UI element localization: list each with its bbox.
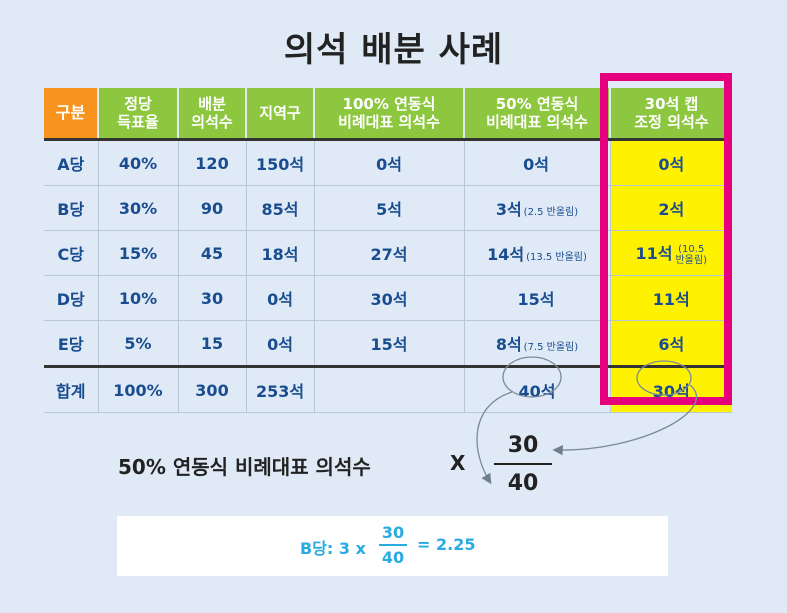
cell-cap-total: 30석 bbox=[610, 365, 732, 413]
cell-share: 100% bbox=[98, 365, 179, 413]
cell-alloc: 45 bbox=[178, 230, 247, 276]
header-cap-adjusted: 30석 캡 조정 의석수 bbox=[610, 88, 732, 141]
table-row: E당 5% 15 0석 15석 8석 (7.5 반올림) 6석 bbox=[44, 320, 732, 367]
header-party: 구분 bbox=[44, 88, 99, 141]
cell-alloc: 15 bbox=[178, 320, 247, 367]
example-fraction-bar bbox=[379, 544, 407, 546]
total-row: 합계 100% 300 253석 40석 30석 bbox=[44, 365, 732, 413]
header-district: 지역구 bbox=[246, 88, 315, 141]
cell-cap: 6석 bbox=[610, 320, 732, 367]
cell-party: A당 bbox=[44, 139, 99, 186]
header-half-pr: 50% 연동식 비례대표 의석수 bbox=[464, 88, 611, 141]
cell-district: 18석 bbox=[246, 230, 315, 276]
cell-half: 3석 (2.5 반올림) bbox=[464, 185, 611, 231]
cell-share: 5% bbox=[98, 320, 179, 367]
example-numerator: 30 bbox=[381, 523, 405, 542]
cell-district: 85석 bbox=[246, 185, 315, 231]
cell-full bbox=[314, 365, 465, 413]
cell-full: 27석 bbox=[314, 230, 465, 276]
cell-half-total: 40석 bbox=[464, 365, 611, 413]
cell-district: 0석 bbox=[246, 275, 315, 321]
cell-full: 30석 bbox=[314, 275, 465, 321]
header-full-pr: 100% 연동식 비례대표 의석수 bbox=[314, 88, 465, 141]
cell-full: 0석 bbox=[314, 139, 465, 186]
cell-district: 150석 bbox=[246, 139, 315, 186]
example-fraction: 30 40 bbox=[379, 523, 407, 567]
cell-alloc: 30 bbox=[178, 275, 247, 321]
cell-half: 15석 bbox=[464, 275, 611, 321]
fraction-numerator: 30 bbox=[507, 433, 539, 458]
table-row: A당 40% 120 150석 0석 0석 0석 bbox=[44, 139, 732, 186]
cell-full: 5석 bbox=[314, 185, 465, 231]
cell-alloc: 120 bbox=[178, 139, 247, 186]
cell-half: 0석 bbox=[464, 139, 611, 186]
cell-party: E당 bbox=[44, 320, 99, 367]
cell-cap: 0석 bbox=[610, 139, 732, 186]
example-denominator: 40 bbox=[381, 548, 405, 567]
cell-party: D당 bbox=[44, 275, 99, 321]
example-result: = 2.25 bbox=[417, 535, 476, 554]
cell-alloc: 90 bbox=[178, 185, 247, 231]
formula-fraction: 30 40 bbox=[494, 431, 552, 499]
cell-full: 15석 bbox=[314, 320, 465, 367]
example-box: B당: 3 x 30 40 = 2.25 bbox=[117, 516, 668, 576]
cell-district: 253석 bbox=[246, 365, 315, 413]
cell-half: 8석 (7.5 반올림) bbox=[464, 320, 611, 367]
cell-party: B당 bbox=[44, 185, 99, 231]
page-title: 의석 배분 사례 bbox=[283, 30, 504, 70]
formula-times: X bbox=[450, 451, 466, 475]
cell-share: 15% bbox=[98, 230, 179, 276]
cell-cap: 2석 bbox=[610, 185, 732, 231]
table-row: D당 10% 30 0석 30석 15석 11석 bbox=[44, 275, 732, 321]
header-seats-alloc: 배분 의석수 bbox=[178, 88, 247, 141]
table-row: C당 15% 45 18석 27석 14석 (13.5 반올림) 11석 (10.5… bbox=[44, 230, 732, 276]
cell-district: 0석 bbox=[246, 320, 315, 367]
cell-share: 40% bbox=[98, 139, 179, 186]
cell-cap: 11석 bbox=[610, 275, 732, 321]
cell-party: 합계 bbox=[44, 365, 99, 413]
formula-text: 50% 연동식 비례대표 의석수 bbox=[118, 455, 371, 479]
table-row: B당 30% 90 85석 5석 3석 (2.5 반올림) 2석 bbox=[44, 185, 732, 231]
cell-alloc: 300 bbox=[178, 365, 247, 413]
cell-cap: 11석 (10.5 반올림) bbox=[610, 230, 732, 276]
fraction-denominator: 40 bbox=[507, 471, 539, 496]
seat-allocation-table: 구분 정당 득표율 배분 의석수 지역구 100% 연동식 비례대표 의석수 50% … bbox=[44, 88, 732, 413]
example-label: B당: 3 x bbox=[300, 539, 366, 558]
cell-party: C당 bbox=[44, 230, 99, 276]
header-vote-share: 정당 득표율 bbox=[98, 88, 179, 141]
formula: 50% 연동식 비례대표 의석수 X bbox=[118, 451, 465, 480]
header-row: 구분 정당 득표율 배분 의석수 지역구 100% 연동식 비례대표 의석수 50% … bbox=[44, 88, 732, 141]
fraction-bar bbox=[494, 463, 552, 465]
cap-note: (10.5 반올림) bbox=[675, 243, 707, 266]
cell-half: 14석 (13.5 반올림) bbox=[464, 230, 611, 276]
cell-share: 10% bbox=[98, 275, 179, 321]
cell-share: 30% bbox=[98, 185, 179, 231]
